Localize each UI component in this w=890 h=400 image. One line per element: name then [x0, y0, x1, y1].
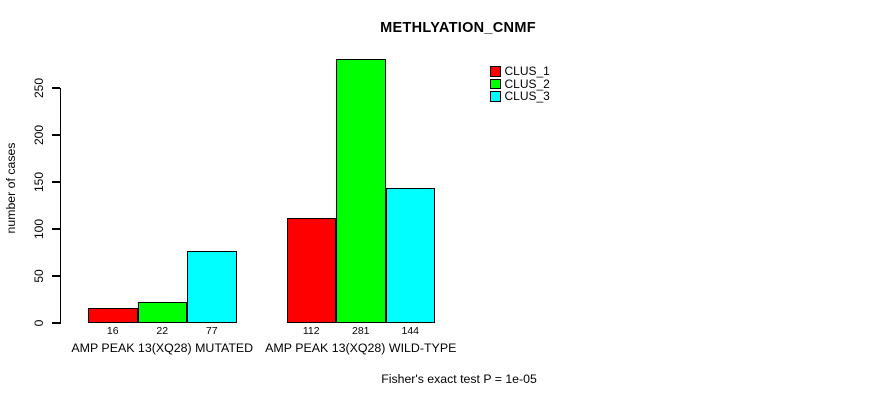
y-axis-tick-label: 200 — [31, 124, 46, 146]
chart-title: METHLYATION_CNMF — [380, 20, 536, 36]
y-axis-tick — [52, 134, 60, 136]
bar-value-label: 112 — [302, 325, 320, 337]
y-axis-tick — [52, 87, 60, 89]
bar-value-label: 281 — [351, 325, 370, 337]
y-axis-tick-label: 100 — [31, 218, 46, 240]
bar-clus_1-group1 — [88, 307, 138, 323]
y-axis-tick — [52, 322, 60, 324]
annotation-text: Fisher's exact test P = 1e-05 — [381, 372, 537, 386]
x-category-label: AMP PEAK 13(XQ28) MUTATED — [71, 341, 254, 355]
legend-swatch-clus_2 — [490, 78, 501, 90]
legend-swatch-clus_1 — [490, 66, 501, 77]
bar-clus_2-group1 — [137, 302, 187, 323]
legend-swatch-clus_3 — [490, 91, 501, 102]
bar-clus_3-group2 — [385, 187, 435, 323]
bar-value-label: 16 — [106, 325, 119, 337]
legend-label: CLUS_3 — [504, 89, 550, 104]
bar-value-label: 144 — [401, 325, 420, 337]
y-axis-tick-label: 250 — [31, 77, 46, 99]
y-axis-line — [59, 87, 62, 324]
bar-clus_1-group2 — [286, 217, 336, 323]
bar-value-label: 22 — [156, 325, 169, 337]
y-axis-tick — [52, 275, 60, 277]
y-axis-tick-label: 150 — [31, 171, 46, 193]
y-axis-label: number of cases — [4, 142, 18, 234]
legend-label: CLUS_2 — [504, 76, 550, 91]
y-axis-tick — [52, 228, 60, 230]
bar-clus_3-group1 — [187, 250, 237, 323]
bar-value-label: 77 — [205, 325, 218, 337]
legend-label: CLUS_1 — [504, 64, 550, 79]
y-axis-tick — [52, 181, 60, 183]
y-axis-tick-label: 0 — [31, 319, 46, 327]
y-axis-tick-label: 50 — [31, 269, 46, 283]
bar-clus_2-group2 — [336, 58, 386, 323]
x-category-label: AMP PEAK 13(XQ28) WILD-TYPE — [265, 341, 457, 355]
